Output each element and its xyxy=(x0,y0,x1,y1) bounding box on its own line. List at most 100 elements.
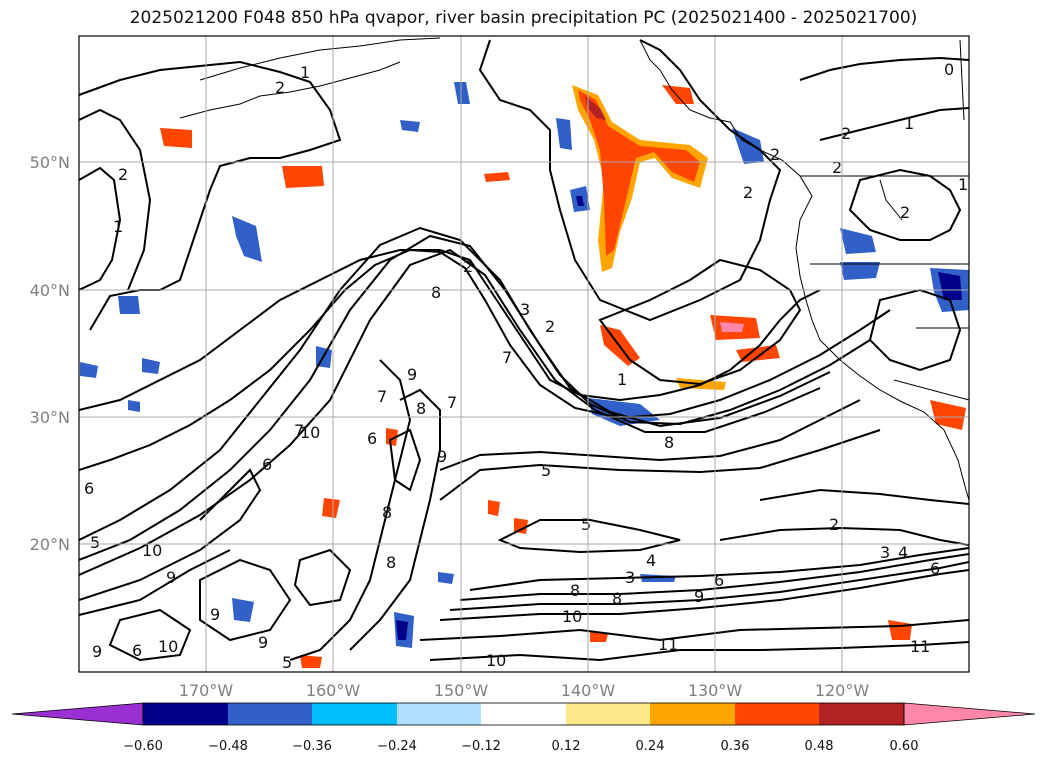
lat-label: 40°N xyxy=(30,281,70,300)
contour-label: 6 xyxy=(714,571,724,590)
colorbar-extend-high xyxy=(903,702,1036,726)
contour-label: 5 xyxy=(282,653,292,672)
lon-label: 130°W xyxy=(688,681,743,700)
contour-label: 8 xyxy=(431,283,441,302)
contour-label: 8 xyxy=(382,503,392,522)
contour-label: 9 xyxy=(437,447,447,466)
colorbar-segment xyxy=(566,703,650,725)
contour-label: 8 xyxy=(416,399,426,418)
contour-label: 5 xyxy=(581,515,591,534)
contour-label: 1 xyxy=(300,63,310,82)
colorbar-tick: 0.24 xyxy=(636,739,665,754)
colorbar-segment xyxy=(735,703,819,725)
contour-label: 10 xyxy=(300,423,320,442)
contour-label: 9 xyxy=(166,568,176,587)
contour-label: 1 xyxy=(904,114,914,133)
contour-label: 5 xyxy=(541,461,551,480)
colorbar-segment xyxy=(312,703,397,725)
contour-label: 2 xyxy=(900,203,910,222)
colorbar-segment xyxy=(228,703,312,725)
colorbar-segment xyxy=(650,703,735,725)
contour-label: 10 xyxy=(142,541,162,560)
contour-label: 9 xyxy=(407,365,417,384)
coastlines xyxy=(179,37,969,501)
contour-label: 1 xyxy=(113,217,123,236)
contour-label: 2 xyxy=(770,145,780,164)
colorbar-tick: 0.36 xyxy=(721,739,750,754)
lon-label: 160°W xyxy=(306,681,361,700)
contour-label: 7 xyxy=(502,348,512,367)
lat-labels: 50°N 40°N 30°N 20°N xyxy=(30,153,70,554)
qvapor-contours xyxy=(79,39,969,662)
contour-label: 10 xyxy=(158,637,178,656)
contour-label: 1 xyxy=(617,370,627,389)
precip-shading xyxy=(80,82,969,668)
plot-area: 2 1 1 2 2 0 1 2 2 2 2 1 2 8 7 3 2 1 8 9 … xyxy=(79,36,969,672)
lat-label: 30°N xyxy=(30,408,70,427)
colorbar-tick: −0.12 xyxy=(461,739,501,754)
contour-label: 8 xyxy=(664,433,674,452)
contour-label: 11 xyxy=(658,635,678,654)
contour-label: 2 xyxy=(118,165,128,184)
contour-label: 9 xyxy=(92,642,102,661)
contour-label: 7 xyxy=(447,393,457,412)
contour-label: 7 xyxy=(294,421,304,440)
contour-label: 10 xyxy=(486,651,506,670)
colorbar-tick: 0.48 xyxy=(805,739,834,754)
contour-label: 6 xyxy=(262,455,272,474)
map-title: 2025021200 F048 850 hPa qvapor, river ba… xyxy=(129,8,918,28)
colorbar-tick: 0.60 xyxy=(890,739,919,754)
colorbar-tick: −0.48 xyxy=(208,739,248,754)
contour-label: 3 xyxy=(520,300,530,319)
contour-label: 6 xyxy=(132,641,142,660)
contour-label: 7 xyxy=(377,387,387,406)
gridlines xyxy=(79,36,969,672)
lon-label: 150°W xyxy=(434,681,489,700)
map-background xyxy=(79,36,969,672)
contour-label: 2 xyxy=(832,158,842,177)
colorbar-segment xyxy=(481,703,566,725)
colorbar-tick: −0.60 xyxy=(123,739,163,754)
colorbar-segment xyxy=(819,703,904,725)
contour-label: 3 xyxy=(625,568,635,587)
contour-label: 8 xyxy=(570,581,580,600)
colorbar-frame xyxy=(142,702,905,726)
contour-label: 2 xyxy=(463,257,473,276)
contour-label: 2 xyxy=(829,515,839,534)
contour-label: 9 xyxy=(210,605,220,624)
lat-label: 20°N xyxy=(30,535,70,554)
contour-label: 6 xyxy=(367,429,377,448)
lon-labels: 170°W 160°W 150°W 140°W 130°W 120°W xyxy=(179,681,870,700)
contour-label: 8 xyxy=(612,589,622,608)
colorbar-tick: −0.24 xyxy=(377,739,417,754)
contour-label: 2 xyxy=(275,78,285,97)
contour-label: 10 xyxy=(562,607,582,626)
contour-label: 2 xyxy=(841,124,851,143)
colorbar-tick: −0.36 xyxy=(292,739,332,754)
plot-frame xyxy=(78,35,970,673)
contour-label: 2 xyxy=(545,317,555,336)
lon-label: 170°W xyxy=(179,681,234,700)
contour-label: 3 xyxy=(880,543,890,562)
contour-label: 11 xyxy=(910,637,930,656)
colorbar: −0.60 −0.48 −0.36 −0.24 −0.12 0.12 0.24 … xyxy=(11,702,1036,754)
colorbar-segment xyxy=(397,703,481,725)
contour-label: 2 xyxy=(743,183,753,202)
contour-label: 5 xyxy=(90,533,100,552)
contour-label: 4 xyxy=(646,551,656,570)
contour-labels: 2 1 1 2 2 0 1 2 2 2 2 1 2 8 7 3 2 1 8 9 … xyxy=(84,60,968,672)
contour-label: 4 xyxy=(898,543,908,562)
lat-label: 50°N xyxy=(30,153,70,172)
colorbar-tick: 0.12 xyxy=(552,739,581,754)
colorbar-extend-low xyxy=(11,702,144,726)
colorbar-segment xyxy=(143,703,228,725)
contour-label: 9 xyxy=(694,587,704,606)
contour-label: 9 xyxy=(258,633,268,652)
lon-label: 120°W xyxy=(815,681,870,700)
contour-label: 8 xyxy=(386,553,396,572)
contour-label: 0 xyxy=(944,60,954,79)
contour-label: 6 xyxy=(84,479,94,498)
contour-label: 6 xyxy=(930,559,940,578)
contour-label: 1 xyxy=(958,175,968,194)
